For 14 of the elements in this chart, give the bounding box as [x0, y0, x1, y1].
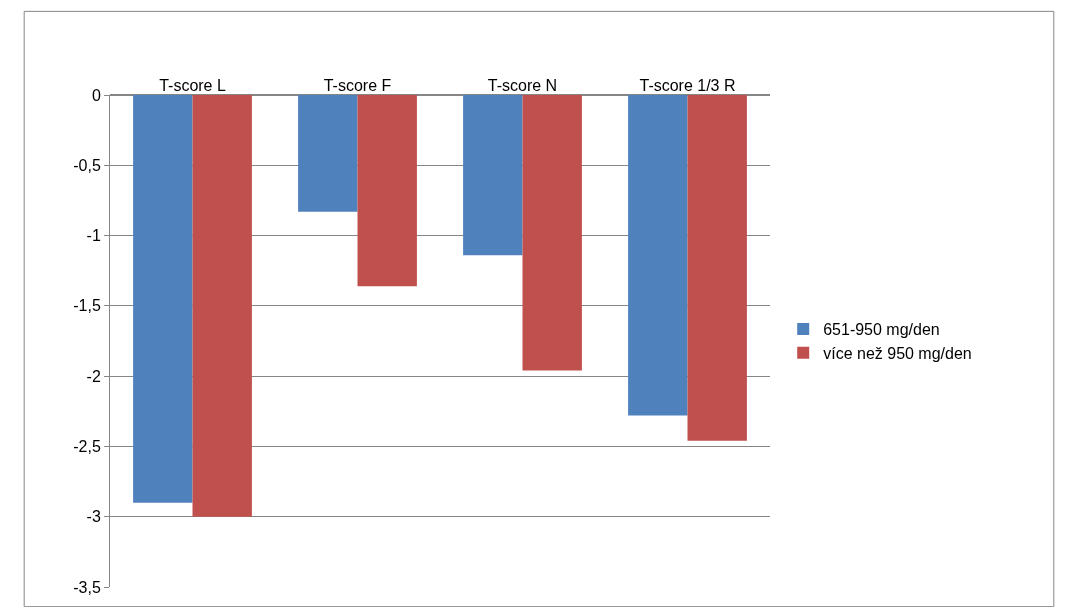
y-tick-label: -0,5 [73, 156, 101, 174]
legend-label: 651-950 mg/den [823, 321, 940, 339]
y-tick-label: -3 [86, 508, 101, 526]
x-tick-label: T-score 1/3 R [639, 76, 736, 94]
x-tick-label: T-score L [159, 76, 226, 94]
y-tick-label: -1,5 [73, 297, 101, 315]
y-tick-label: -3,5 [73, 578, 101, 596]
y-tick-label: 0 [91, 86, 101, 104]
x-tick-label: T-score N [487, 76, 558, 94]
y-tick-label: -2 [86, 367, 101, 385]
legend-label: více než 950 mg/den [823, 344, 972, 362]
x-tick-label: T-score F [323, 76, 392, 94]
y-tick-label: -1 [86, 227, 101, 245]
y-tick-label: -2,5 [73, 438, 101, 456]
